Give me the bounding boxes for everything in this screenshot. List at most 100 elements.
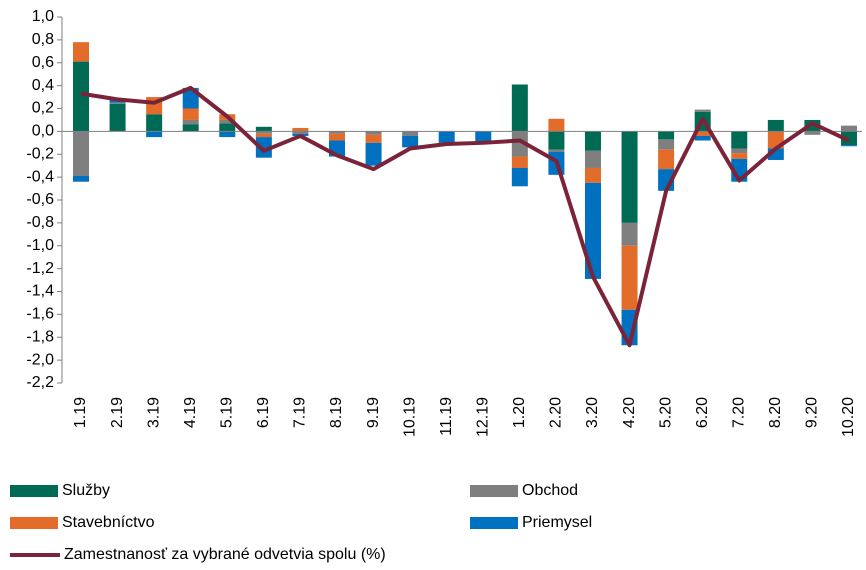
y-tick-label: 0,6 (32, 54, 54, 71)
bar-segment (292, 131, 309, 134)
x-tick-label: 1.19 (72, 397, 89, 428)
legend-label: Služby (62, 482, 110, 499)
y-tick-label: 1,0 (32, 8, 54, 25)
x-tick-label: 8.19 (328, 397, 345, 428)
bar-segment (548, 131, 565, 150)
x-tick-label: 10.20 (840, 397, 857, 437)
bar-segment (840, 125, 857, 132)
bar-segment (584, 150, 601, 168)
bar-segment (584, 131, 601, 151)
bar-segment (584, 182, 601, 279)
x-tick-label: 6.20 (694, 397, 711, 428)
bar-segment (365, 134, 382, 143)
y-tick-label: -1,2 (26, 260, 54, 277)
bar-segment (73, 61, 89, 132)
bar-segment (73, 42, 89, 62)
x-tick-label: 11.19 (438, 397, 455, 436)
bar-segment (584, 167, 601, 183)
bar-segment (219, 123, 236, 132)
bar-segment (804, 131, 821, 135)
bar-segment (511, 167, 528, 187)
bar-segment (694, 135, 711, 141)
legend-label: Obchod (522, 482, 578, 499)
x-tick-label: 2.20 (548, 397, 565, 428)
bar-segment (767, 119, 784, 132)
bar-segment (767, 148, 784, 160)
y-tick-label: -1,4 (26, 283, 54, 300)
bar-segment (365, 131, 382, 135)
legend-swatch (10, 485, 58, 497)
bar-segment (73, 131, 89, 176)
bar-segment (511, 156, 528, 168)
bar-segment (548, 118, 565, 132)
bar-segment (402, 135, 419, 148)
y-tick-label: -2,0 (26, 351, 54, 368)
bar-segment (658, 139, 675, 150)
y-tick-label: -1,0 (26, 237, 54, 254)
bar-segment (182, 124, 199, 132)
y-tick-label: -0,4 (26, 168, 54, 185)
y-tick-label: 0,0 (32, 123, 54, 140)
bar-segment (438, 131, 455, 143)
bar-segment (365, 142, 382, 166)
bar-segment (658, 131, 675, 140)
bar-segment (548, 149, 565, 152)
y-tick-label: -1,8 (26, 328, 54, 345)
bar-segment (731, 148, 748, 154)
y-tick-label: -0,8 (26, 214, 54, 231)
bar-segment (109, 103, 126, 132)
bar-segment (694, 109, 711, 112)
bar-segment (182, 108, 199, 120)
bar-segment (328, 131, 345, 134)
legend-label: Zamestnanosť za vybrané odvetvia spolu (… (64, 546, 386, 563)
bar-segment (511, 84, 528, 132)
bar-segment (511, 131, 528, 157)
legend-swatch (470, 485, 518, 497)
bar-segment (219, 131, 236, 138)
y-tick-label: 0,8 (32, 31, 54, 48)
y-tick-label: -0,6 (26, 191, 54, 208)
bar-segment (255, 126, 272, 132)
bar-segment (840, 131, 857, 146)
bar-segment (146, 114, 163, 132)
x-tick-label: 6.19 (255, 397, 272, 428)
x-tick-label: 4.20 (621, 397, 638, 428)
bar-segment (658, 149, 675, 170)
x-tick-label: 3.20 (584, 397, 601, 428)
y-tick-label: 0,4 (32, 77, 54, 94)
y-tick-label: -1,6 (26, 306, 54, 323)
x-tick-label: 7.20 (730, 397, 747, 428)
bar-segment (621, 245, 638, 310)
x-tick-label: 4.19 (182, 397, 199, 428)
x-tick-label: 7.19 (292, 397, 309, 428)
y-tick-label: -0,2 (26, 145, 54, 162)
bar-segment (255, 131, 272, 134)
bar-segment (255, 137, 272, 158)
bar-segment (146, 131, 163, 138)
legend-swatch (10, 517, 58, 529)
bar-segment (109, 102, 126, 104)
legend-swatch (470, 517, 518, 529)
bar-segment (182, 119, 199, 125)
bar-segment (840, 145, 857, 147)
x-tick-label: 9.19 (365, 397, 382, 428)
legend-label: Stavebníctvo (62, 514, 155, 531)
bar-segment (731, 131, 748, 149)
x-tick-label: 1.20 (511, 397, 528, 428)
x-tick-label: 8.20 (767, 397, 784, 428)
bar-segment (621, 222, 638, 246)
x-tick-label: 5.19 (218, 397, 235, 428)
y-tick-label: 0,2 (32, 100, 54, 117)
bar-segment (402, 131, 419, 136)
x-tick-label: 9.20 (804, 397, 821, 428)
x-tick-label: 12.19 (474, 397, 491, 437)
bar-segment (621, 131, 638, 223)
x-tick-label: 5.20 (657, 397, 674, 428)
bar-segment (731, 153, 748, 159)
bar-segment (694, 131, 711, 136)
x-tick-label: 10.19 (401, 397, 418, 437)
x-tick-label: 2.19 (109, 397, 126, 428)
bar-segment (328, 133, 345, 141)
